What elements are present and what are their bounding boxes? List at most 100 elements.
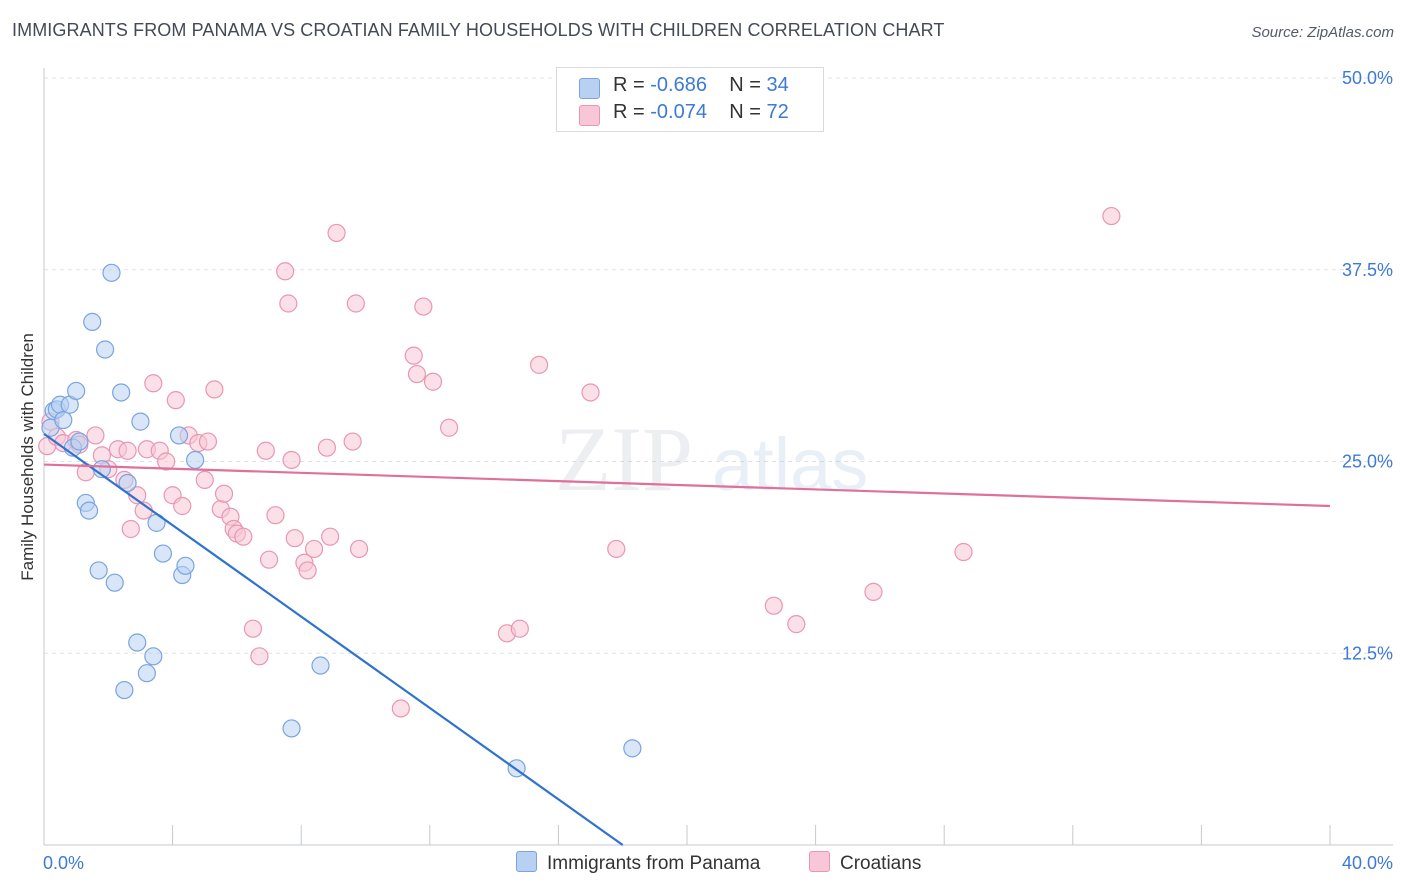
bottom-legend-croatians: Croatians bbox=[809, 851, 921, 875]
croatian-point bbox=[764, 596, 783, 615]
croatian-point bbox=[530, 355, 549, 374]
panama-point bbox=[282, 719, 301, 738]
croatian-point bbox=[1102, 206, 1121, 226]
y-tick-label: 12.5% bbox=[1342, 643, 1393, 663]
panama-point bbox=[137, 664, 156, 683]
source-label: Source: ZipAtlas.com bbox=[1251, 24, 1394, 41]
correlation-legend: R = -0.686 N = 34 R = -0.074 N = 72 bbox=[556, 67, 824, 132]
legend-n-value-croatians: 72 bbox=[766, 101, 789, 123]
panama-point bbox=[115, 680, 134, 700]
croatian-point bbox=[157, 452, 176, 471]
x-max-label: 40.0% bbox=[1342, 853, 1393, 873]
y-tick-label: 25.0% bbox=[1342, 452, 1393, 472]
croatian-point bbox=[423, 372, 443, 391]
x-min-label: 0.0% bbox=[43, 853, 84, 873]
watermark: ZIP atlas bbox=[555, 408, 868, 510]
croatian-point bbox=[205, 380, 224, 399]
croatian-point bbox=[250, 647, 269, 666]
croatian-point bbox=[327, 223, 346, 243]
croatian-point bbox=[349, 539, 369, 559]
panama-point bbox=[83, 312, 102, 332]
legend-n-label: N = bbox=[729, 74, 767, 96]
panama-point bbox=[89, 561, 108, 580]
croatian-point bbox=[285, 529, 304, 548]
croatian-point bbox=[346, 294, 365, 313]
croatian-point bbox=[321, 527, 340, 546]
croatian-point bbox=[173, 496, 192, 516]
legend-swatch-panama bbox=[579, 78, 600, 99]
panama-point bbox=[95, 340, 115, 359]
croatian-point bbox=[279, 294, 298, 313]
croatian-point bbox=[195, 470, 214, 490]
croatian-point bbox=[343, 432, 362, 451]
bottom-legend-croatians-label: Croatians bbox=[840, 853, 922, 874]
bottom-legend-panama: Immigrants from Panama bbox=[516, 851, 760, 875]
croatian-point bbox=[414, 297, 433, 316]
croatian-point bbox=[144, 374, 163, 393]
croatian-point bbox=[259, 550, 279, 569]
tick-labels: 12.5% 25.0% 37.5% 50.0% bbox=[1342, 68, 1393, 663]
croatian-point bbox=[510, 619, 529, 638]
legend-n-value-panama: 34 bbox=[766, 74, 789, 96]
panama-points bbox=[41, 263, 642, 778]
croatian-point bbox=[404, 346, 423, 365]
panama-point bbox=[128, 633, 147, 652]
legend-r-label: R = bbox=[613, 74, 651, 96]
bottom-legend-panama-label: Immigrants from Panama bbox=[547, 853, 761, 874]
croatian-point bbox=[298, 561, 317, 580]
legend-n-label: N = bbox=[729, 101, 767, 123]
panama-point bbox=[169, 426, 189, 445]
croatian-point bbox=[266, 506, 285, 525]
y-axis-label: Family Households with Children bbox=[18, 333, 37, 581]
croatian-point bbox=[198, 432, 218, 451]
panama-point bbox=[105, 573, 124, 592]
panama-trend-line bbox=[43, 432, 624, 846]
legend-swatch-croatians bbox=[579, 105, 600, 126]
y-tick-label: 37.5% bbox=[1342, 260, 1393, 280]
panama-point bbox=[153, 544, 173, 563]
croatian-point bbox=[581, 383, 600, 402]
bottom-swatch-panama bbox=[516, 851, 537, 872]
croatian-point bbox=[304, 539, 324, 559]
legend-r-label: R = bbox=[613, 101, 651, 123]
panama-point bbox=[176, 556, 195, 575]
legend-r-value-panama: -0.686 bbox=[650, 74, 707, 96]
croatian-point bbox=[282, 450, 301, 470]
panama-point bbox=[144, 647, 163, 666]
croatian-point bbox=[86, 426, 105, 445]
croatian-point bbox=[864, 582, 883, 601]
croatian-point bbox=[407, 364, 427, 384]
panama-point bbox=[623, 739, 642, 758]
croatian-point bbox=[439, 418, 459, 437]
panama-point bbox=[186, 450, 205, 470]
panama-point bbox=[102, 263, 121, 282]
croatian-point bbox=[234, 527, 253, 546]
watermark-atlas: atlas bbox=[712, 423, 868, 506]
croatian-point bbox=[214, 484, 234, 503]
y-tick-label: 50.0% bbox=[1342, 68, 1393, 88]
croatian-point bbox=[787, 615, 806, 634]
croatian-point bbox=[391, 699, 410, 718]
watermark-zip: ZIP bbox=[555, 408, 693, 510]
croatian-point bbox=[607, 539, 626, 559]
panama-point bbox=[311, 656, 330, 675]
croatians-trend-line bbox=[43, 463, 1331, 508]
panama-point bbox=[70, 432, 89, 451]
chart-title: IMMIGRANTS FROM PANAMA VS CROATIAN FAMIL… bbox=[12, 20, 945, 40]
bottom-swatch-croatians bbox=[809, 851, 830, 872]
croatian-point bbox=[121, 519, 140, 539]
croatian-point bbox=[954, 542, 973, 562]
panama-point bbox=[131, 412, 150, 431]
croatian-point bbox=[256, 441, 275, 460]
trend-lines bbox=[43, 432, 1331, 846]
croatian-point bbox=[276, 262, 295, 281]
croatian-point bbox=[118, 441, 137, 460]
croatian-point bbox=[317, 438, 337, 457]
croatian-point bbox=[243, 619, 263, 638]
axes bbox=[43, 68, 1393, 846]
panama-point bbox=[118, 473, 137, 493]
croatian-point bbox=[166, 391, 185, 410]
panama-point bbox=[67, 381, 86, 401]
legend-r-value-croatians: -0.074 bbox=[650, 101, 707, 123]
